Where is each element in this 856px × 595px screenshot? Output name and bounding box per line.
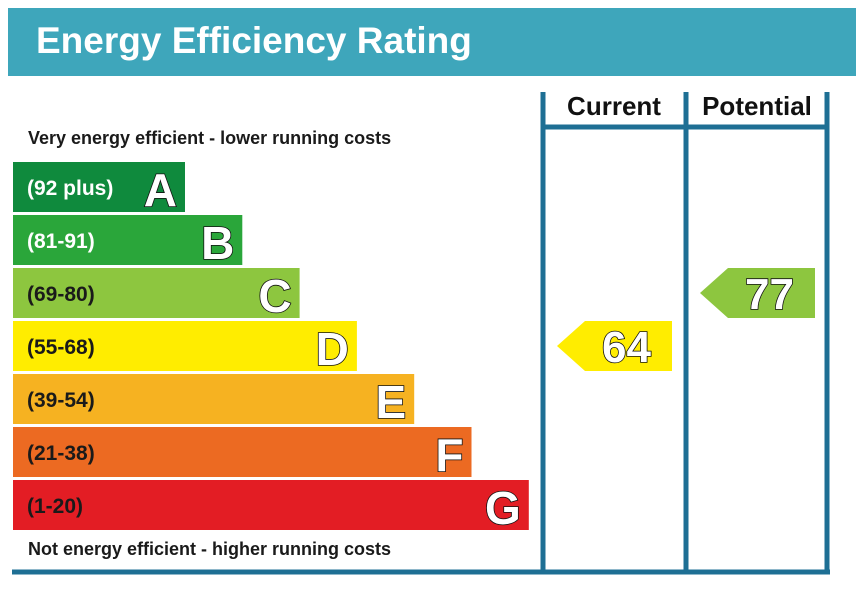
page-title: Energy Efficiency Rating — [36, 20, 472, 61]
rating-arrows: 64 77 — [557, 268, 815, 373]
band-d-letter: D — [316, 323, 349, 375]
band-f-range: (21-38) — [27, 442, 95, 465]
band-d-bar — [13, 321, 357, 371]
band-a-range: (92 plus) — [27, 177, 113, 200]
current-rating-arrow — [557, 321, 672, 371]
current-column-header: Current — [567, 91, 661, 121]
band-c-letter: C — [258, 270, 291, 322]
band-g-range: (1-20) — [27, 495, 83, 518]
bottom-caption: Not energy efficient - higher running co… — [28, 539, 392, 559]
current-rating-value: 64 — [602, 323, 651, 372]
band-e-letter: E — [376, 376, 407, 428]
band-b-range: (81-91) — [27, 230, 95, 253]
band-g-letter: G — [485, 482, 521, 534]
band-c-range: (69-80) — [27, 283, 95, 306]
band-f-letter: F — [435, 429, 463, 481]
band-f-bar — [13, 427, 472, 477]
band-b-bar — [13, 215, 243, 265]
band-e-range: (39-54) — [27, 389, 95, 412]
rating-bands: (92 plus) A (81-91) B (69-80) C (55-68) D (39-54… — [13, 162, 529, 535]
band-c-bar — [13, 268, 300, 318]
band-b-letter: B — [201, 217, 234, 269]
rating-frame — [12, 92, 830, 575]
potential-column-header: Potential — [702, 91, 812, 121]
top-caption: Very energy efficient - lower running co… — [28, 128, 392, 148]
potential-rating-arrow — [700, 268, 815, 318]
potential-rating-value: 77 — [745, 270, 794, 319]
band-d-range: (55-68) — [27, 336, 95, 359]
band-e-bar — [13, 374, 415, 424]
band-a-letter: A — [144, 164, 177, 216]
band-g-bar — [13, 480, 529, 530]
title-bar: Energy Efficiency Rating — [8, 8, 856, 76]
band-a-bar — [13, 162, 185, 212]
